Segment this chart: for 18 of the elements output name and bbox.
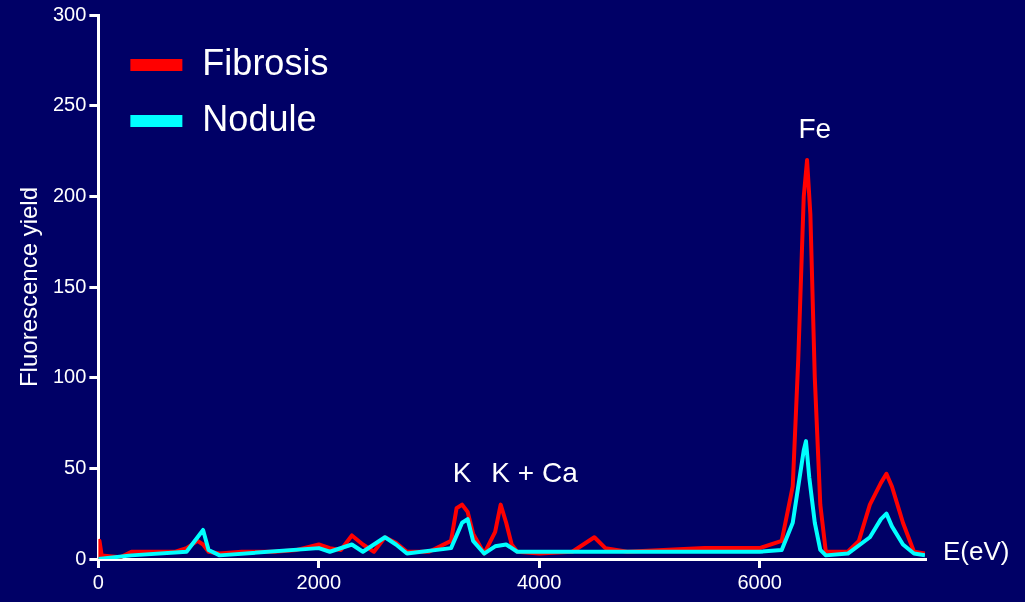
y-tick-label: 150: [52, 274, 87, 297]
annotation: K: [452, 457, 472, 489]
y-tick-label: 100: [52, 365, 87, 388]
annotation: Fe: [798, 112, 832, 144]
y-tick-label: 200: [52, 183, 87, 206]
y-axis-title: Fluorescence yield: [14, 186, 42, 388]
x-tick-label: 6000: [737, 570, 782, 593]
x-tick-label: 0: [92, 570, 104, 593]
y-tick-label: 0: [75, 546, 87, 569]
legend-label: Nodule: [202, 97, 317, 139]
y-tick-label: 250: [52, 93, 87, 116]
x-tick-label: 2000: [296, 570, 342, 593]
legend-label: Fibrosis: [202, 41, 329, 83]
y-tick-label: 50: [64, 455, 87, 478]
x-tick-label: 4000: [516, 570, 562, 593]
x-axis-title: E(eV): [943, 536, 1010, 567]
y-tick-label: 300: [52, 2, 87, 25]
annotation: K + Ca: [491, 457, 579, 489]
